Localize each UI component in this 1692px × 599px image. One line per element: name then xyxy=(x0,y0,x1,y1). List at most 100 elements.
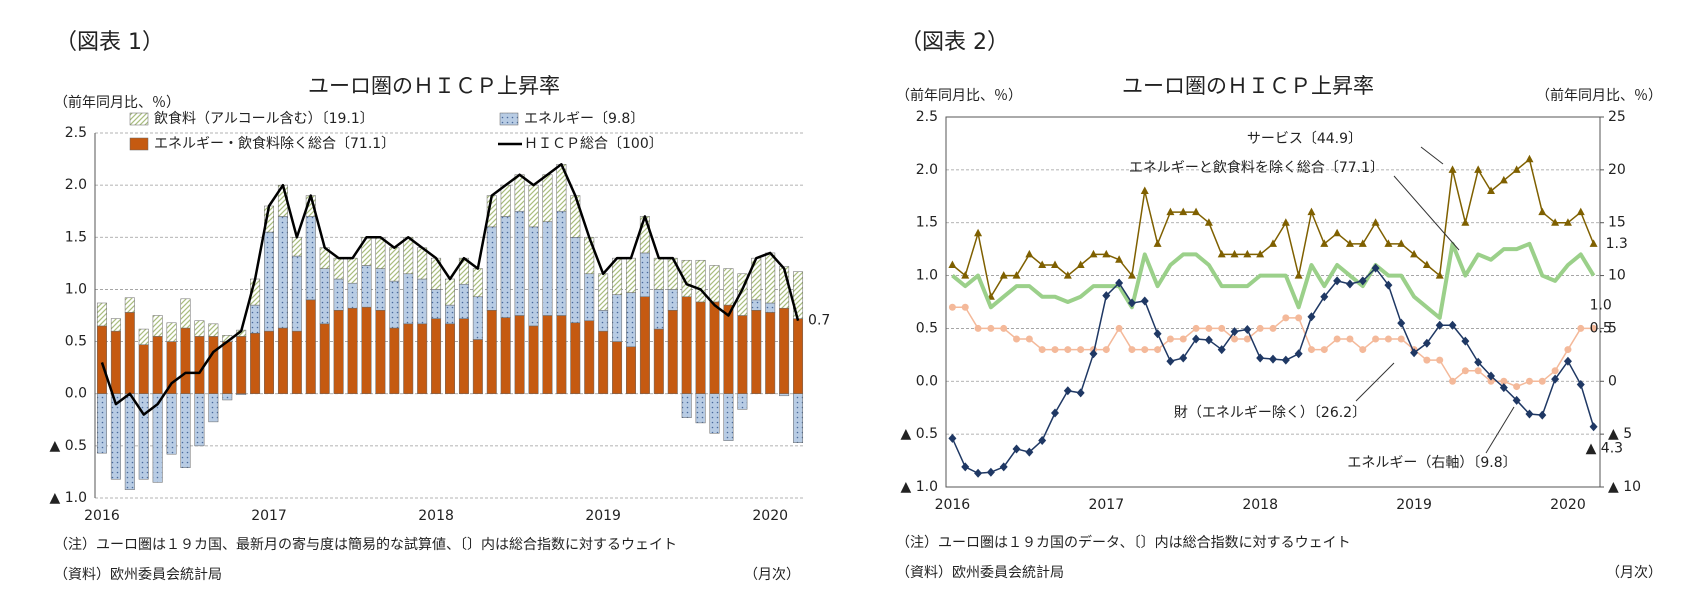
marker xyxy=(1410,348,1419,358)
marker xyxy=(1230,249,1239,258)
chart-title: ユーロ圏のＨＩＣＰ上昇率 xyxy=(1122,74,1374,98)
marker xyxy=(1487,377,1495,385)
end-label: 1.3 xyxy=(1606,236,1628,252)
bar-segment xyxy=(236,393,247,396)
bar-segment xyxy=(612,294,623,342)
marker xyxy=(1423,356,1431,364)
y-tick-label: ▲ 1.0 xyxy=(901,479,938,495)
y-tick-label: 2.5 xyxy=(65,125,87,141)
marker xyxy=(1397,335,1405,343)
marker xyxy=(1307,312,1316,322)
y-tick-label: 1.5 xyxy=(65,229,87,245)
bar-segment xyxy=(277,216,288,329)
x-tick-label: 2017 xyxy=(251,508,287,524)
marker xyxy=(1204,218,1213,226)
marker xyxy=(1435,320,1444,330)
marker xyxy=(1474,165,1483,173)
marker xyxy=(1051,408,1059,418)
marker xyxy=(1063,271,1072,279)
y-tick-label: 2.0 xyxy=(65,177,87,193)
marker xyxy=(974,468,983,478)
bar-segment xyxy=(779,307,790,394)
end-label: 0.7 xyxy=(808,313,830,329)
marker xyxy=(1179,353,1188,363)
marker xyxy=(1281,218,1290,226)
marker xyxy=(1551,218,1560,226)
bar-segment xyxy=(514,174,525,212)
marker xyxy=(1038,346,1046,354)
y-tick-label: 0.0 xyxy=(65,386,87,402)
marker xyxy=(1525,409,1534,419)
marker xyxy=(1333,276,1342,286)
bar-segment xyxy=(445,323,455,394)
marker xyxy=(999,271,1008,279)
bar-segment xyxy=(793,393,804,443)
bar-segment xyxy=(542,315,553,394)
marker xyxy=(1294,349,1303,359)
bar-segment xyxy=(305,299,316,394)
bar-segment xyxy=(138,328,149,345)
bar-segment xyxy=(124,393,135,490)
marker xyxy=(1140,296,1149,306)
bar-segment xyxy=(737,393,748,410)
footnote: （注）ユーロ圏は１９カ国のデータ、〔〕内は総合指数に対するウェイト xyxy=(896,534,1351,551)
marker xyxy=(1576,207,1585,216)
marker xyxy=(1051,346,1059,354)
leader-line xyxy=(1420,146,1444,165)
bar-segment xyxy=(305,216,316,301)
marker xyxy=(1012,271,1021,279)
y-tick-label: ▲ 1.0 xyxy=(50,490,87,506)
marker xyxy=(1192,324,1200,332)
marker xyxy=(1589,422,1598,432)
y-tick-label: 0.5 xyxy=(916,320,938,336)
y2-tick-label: 15 xyxy=(1608,215,1626,231)
bar-segment xyxy=(695,393,706,424)
marker xyxy=(1320,239,1329,247)
marker xyxy=(1269,324,1277,332)
marker xyxy=(1499,175,1508,184)
marker xyxy=(1333,335,1341,343)
marker xyxy=(1243,335,1251,343)
x-tick-label: 2020 xyxy=(752,508,788,524)
series-line xyxy=(951,267,1595,475)
bar-segment xyxy=(514,210,525,316)
marker xyxy=(1577,324,1585,332)
marker xyxy=(1231,335,1239,343)
legend-swatch xyxy=(499,112,519,126)
marker xyxy=(1038,260,1047,268)
end-label: ▲ 4.3 xyxy=(1586,441,1623,457)
marker xyxy=(948,260,957,268)
bar-segment xyxy=(723,393,734,441)
y2-tick-label: 25 xyxy=(1608,109,1626,125)
bar-segment xyxy=(417,323,428,394)
marker xyxy=(1589,239,1598,247)
bar-segment xyxy=(194,320,205,337)
bar-segment xyxy=(542,221,553,316)
bar-segment xyxy=(486,226,497,311)
y-tick-label: 0.5 xyxy=(65,334,87,350)
legend-label: 飲食料（アルコール含む）〔19.1〕 xyxy=(154,110,374,127)
marker xyxy=(1256,324,1264,332)
marker xyxy=(1256,353,1265,363)
marker xyxy=(1512,165,1521,173)
bar-segment xyxy=(639,216,650,254)
bar-segment xyxy=(723,268,734,306)
marker xyxy=(1127,298,1136,308)
bar-segment xyxy=(667,310,678,394)
marker xyxy=(1012,444,1021,454)
bar-segment xyxy=(793,318,804,394)
series-label: サービス〔44.9〕 xyxy=(1247,131,1362,147)
bar-segment xyxy=(709,265,720,303)
leader-line xyxy=(1393,175,1460,251)
marker xyxy=(1179,335,1187,343)
x-tick-label: 2017 xyxy=(1088,497,1124,513)
y-tick-label: 2.5 xyxy=(916,109,938,125)
marker xyxy=(1077,346,1085,354)
bar-segment xyxy=(625,292,636,348)
marker xyxy=(1474,357,1483,367)
bar-segment xyxy=(695,301,706,394)
legend-label: ＨＩＣＰ総合〔100〕 xyxy=(524,136,663,152)
bar-segment xyxy=(180,327,191,394)
bar-segment xyxy=(751,310,762,394)
bar-segment xyxy=(528,325,539,394)
